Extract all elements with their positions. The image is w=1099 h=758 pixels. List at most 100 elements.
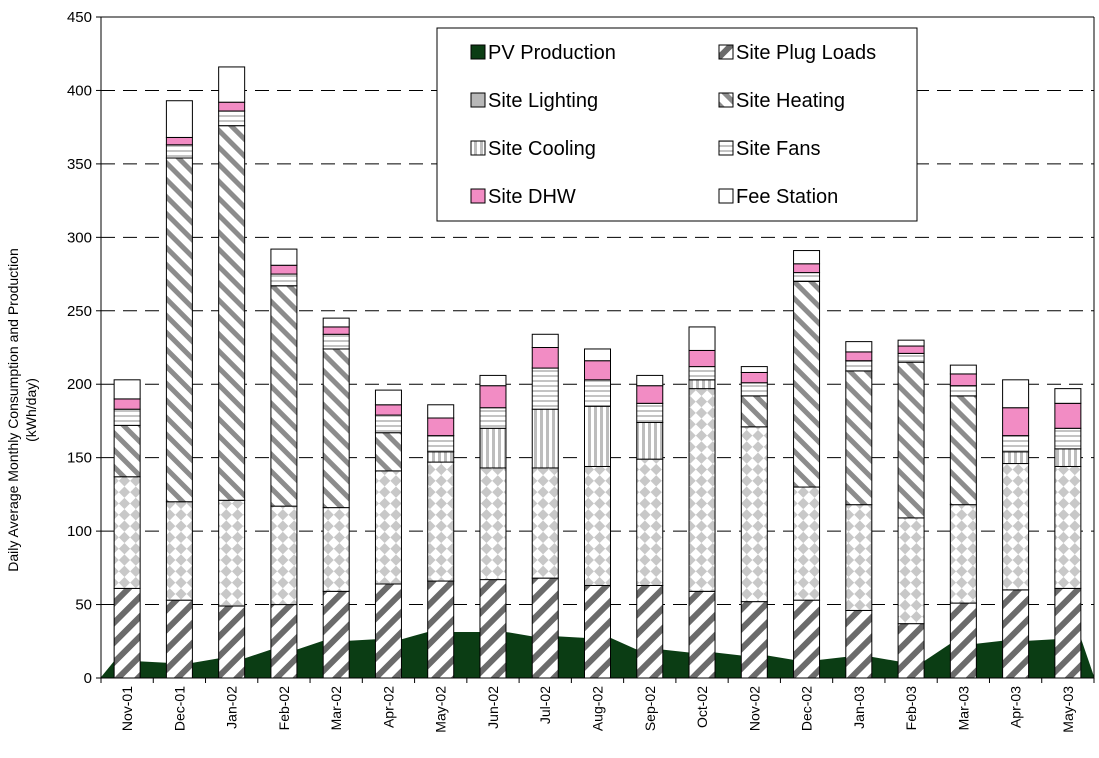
x-tick-label: Jun-02 [485, 686, 501, 729]
legend-swatch [718, 44, 734, 60]
bar-segment-site-lighting [531, 467, 559, 579]
bar-segment-site-fans [531, 367, 559, 410]
bar-segment-site-plug-loads [322, 590, 350, 679]
x-tick-label: Dec-02 [799, 686, 815, 731]
bar-segment-site-dhw [584, 360, 611, 381]
bar-segment-site-lighting [636, 458, 664, 586]
bar-segment-site-fans [688, 366, 716, 381]
bar-segment-site-lighting [322, 507, 350, 592]
bar-segment-site-cooling [1002, 451, 1030, 465]
bar-stack-Apr-03 [1002, 379, 1030, 679]
bar-segment-site-heating [845, 370, 873, 506]
bar-segment-site-plug-loads [479, 579, 507, 679]
bar-segment-site-plug-loads [897, 623, 925, 679]
bar-segment-site-heating [374, 432, 402, 472]
bar-segment-site-dhw [531, 347, 559, 369]
bar-segment-site-dhw [270, 264, 298, 275]
bar-segment-site-lighting [584, 465, 611, 586]
x-tick-label: Aug-02 [590, 686, 606, 731]
bar-segment-site-dhw [688, 349, 716, 368]
bar-segment-site-lighting [845, 504, 873, 611]
x-tick-label: Jan-03 [851, 686, 867, 729]
x-tick-label: Apr-03 [1008, 686, 1024, 728]
bar-segment-fee-station [636, 374, 664, 387]
bar-segment-site-dhw [897, 345, 925, 354]
legend-label: Site Plug Loads [736, 42, 876, 64]
bar-segment-site-dhw [113, 398, 141, 410]
legend-label: Fee Station [736, 186, 838, 208]
bar-segment-fee-station [897, 339, 925, 347]
bar-segment-site-fans [897, 352, 925, 363]
bar-stack-Jan-02 [218, 66, 246, 679]
y-axis-unit-label: (kWh/day) [23, 378, 39, 442]
bar-segment-site-plug-loads [531, 577, 559, 679]
bar-segment-site-dhw [1054, 402, 1082, 429]
bar-stack-Jul-02 [531, 333, 559, 679]
bar-stack-Jan-03 [845, 341, 873, 679]
legend-label: Site DHW [488, 186, 576, 208]
bar-segment-site-heating [218, 125, 246, 501]
bar-segment-site-fans [636, 402, 664, 423]
bar-segment-site-plug-loads [270, 604, 298, 679]
bar-segment-fee-station [374, 389, 402, 406]
bar-segment-site-lighting [688, 388, 716, 592]
x-tick-label: Jul-02 [537, 686, 553, 724]
bar-segment-site-lighting [427, 461, 455, 582]
bar-segment-site-fans [374, 414, 402, 434]
bar-segment-fee-station [531, 333, 559, 348]
legend-swatch [470, 92, 486, 108]
bar-segment-site-lighting [793, 486, 821, 601]
bar-segment-site-cooling [1054, 448, 1082, 467]
bar-stack-Dec-02 [793, 250, 821, 679]
x-tick-label: Nov-02 [746, 686, 762, 731]
bar-segment-site-heating [949, 395, 977, 506]
x-tick-label: Oct-02 [694, 686, 710, 728]
bar-segment-fee-station [113, 379, 141, 400]
bar-segment-site-cooling [584, 405, 611, 467]
bar-stack-Mar-03 [949, 364, 977, 679]
bar-segment-fee-station [270, 248, 298, 266]
bar-segment-site-cooling [479, 427, 507, 469]
bar-segment-site-plug-loads [113, 587, 141, 679]
legend: PV Production Site Plug Loads Site Lightin… [436, 27, 918, 222]
bar-segment-site-plug-loads [165, 599, 193, 679]
bar-segment-site-plug-loads [1002, 589, 1030, 679]
bar-segment-site-dhw [793, 263, 821, 274]
bar-segment-fee-station [165, 100, 193, 138]
bar-segment-site-cooling [636, 421, 664, 460]
y-tick-label: 100 [67, 523, 92, 540]
bar-segment-fee-station [949, 364, 977, 375]
y-tick-label: 450 [67, 9, 92, 26]
bar-segment-site-lighting [897, 517, 925, 625]
bar-segment-site-fans [218, 110, 246, 127]
y-tick-label: 0 [84, 670, 92, 687]
bar-segment-site-fans [1002, 435, 1030, 453]
y-tick-label: 250 [67, 303, 92, 320]
legend-label: Site Heating [736, 90, 845, 112]
x-tick-label: Feb-03 [903, 686, 919, 731]
bar-segment-site-dhw [636, 385, 664, 404]
bar-segment-site-lighting [740, 426, 768, 603]
bar-stack-Feb-03 [897, 339, 925, 679]
legend-swatch [718, 140, 734, 156]
y-axis-label: Daily Average Monthly Consumption and Pr… [5, 248, 21, 571]
bar-segment-site-lighting [479, 467, 507, 581]
bar-segment-site-lighting [374, 470, 402, 585]
x-tick-label: Jan-02 [224, 686, 240, 729]
bar-segment-site-fans [113, 408, 141, 426]
x-tick-label: Sep-02 [642, 686, 658, 731]
bar-segment-site-plug-loads [688, 590, 716, 679]
bar-segment-site-lighting [218, 499, 246, 607]
bar-segment-site-plug-loads [1054, 587, 1082, 679]
bar-segment-site-dhw [165, 136, 193, 146]
legend-swatch [470, 44, 486, 60]
bar-segment-fee-station [793, 250, 821, 265]
bar-segment-site-heating [897, 361, 925, 519]
legend-swatch [718, 188, 734, 204]
bar-segment-site-plug-loads [218, 605, 246, 679]
bar-segment-site-fans [949, 385, 977, 397]
bar-segment-site-lighting [270, 505, 298, 606]
bar-stack-May-03 [1054, 388, 1082, 679]
bar-segment-site-plug-loads [636, 584, 664, 679]
axes: 0 50 100 150 200 250 300 350 400 450 Nov-01 Dec-01 J… [67, 9, 1095, 733]
